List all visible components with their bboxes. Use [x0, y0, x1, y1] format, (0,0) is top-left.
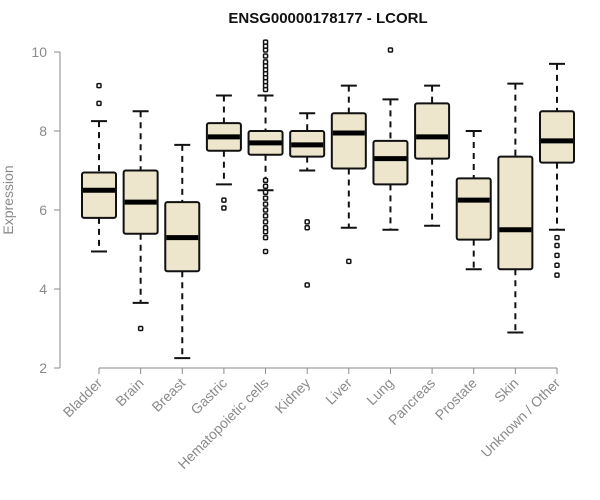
outlier-point [262, 183, 269, 190]
category-label: Brain [112, 375, 146, 409]
box-lung [372, 47, 409, 231]
iqr-box [81, 171, 117, 219]
outlier-point [221, 205, 227, 211]
y-tick-label: 10 [31, 44, 47, 60]
category-label: Lung [363, 375, 396, 408]
outlier-point [221, 197, 227, 203]
box-liver [330, 84, 367, 265]
box-gastric [205, 94, 242, 211]
iqr-box [497, 155, 534, 271]
box-skin [497, 82, 534, 334]
y-tick-label: 8 [39, 123, 47, 139]
y-tick-label: 6 [39, 202, 47, 218]
category-label: Liver [322, 375, 355, 408]
outlier-point [137, 325, 144, 332]
iqr-box [330, 112, 367, 170]
box-unknown-other [539, 62, 575, 278]
outlier-point [554, 262, 560, 269]
outlier-point [304, 219, 310, 225]
x-ticks [98, 368, 558, 374]
category-label: Prostate [432, 375, 480, 423]
y-axis-label: Expression [0, 165, 16, 234]
box-breast [164, 143, 201, 360]
y-ticks: 2 4 6 8 10 [31, 44, 60, 376]
category-label: Unknown / Other [478, 375, 564, 461]
outlier-point [387, 47, 394, 53]
outlier-point [262, 189, 269, 195]
outlier-point [96, 100, 102, 107]
box-bladder [81, 82, 117, 253]
chart-title: ENSG00000178177 - LCORL [228, 10, 427, 27]
iqr-box [372, 139, 409, 186]
category-label: Breast [148, 375, 188, 415]
iqr-box [414, 102, 451, 160]
y-tick-label: 2 [39, 360, 47, 376]
category-label: Kidney [272, 375, 314, 417]
box-brain [122, 110, 159, 332]
outlier-point [262, 213, 269, 219]
outlier-point [262, 225, 269, 231]
outlier-point [304, 225, 310, 231]
outlier-point [304, 282, 310, 288]
y-tick-label: 4 [39, 281, 47, 297]
outlier-point [262, 177, 269, 184]
outlier-point [96, 82, 102, 89]
outlier-point [554, 272, 560, 278]
outlier-point [262, 39, 269, 45]
iqr-box [455, 177, 492, 241]
category-label: Bladder [60, 375, 106, 421]
box-series [81, 39, 575, 360]
box-hematopoietic-cells [247, 39, 284, 255]
category-label: Skin [491, 375, 522, 406]
outlier-point [554, 252, 560, 259]
outlier-point [262, 53, 269, 59]
outlier-point [262, 201, 269, 207]
outlier-point [262, 234, 269, 241]
outlier-point [346, 258, 352, 265]
box-prostate [455, 130, 492, 271]
outlier-point [262, 195, 269, 201]
iqr-box [539, 110, 575, 164]
box-pancreas [414, 84, 451, 227]
outlier-point [554, 242, 560, 249]
box-kidney [289, 112, 326, 288]
outlier-point [262, 59, 269, 65]
outlier-point [262, 219, 269, 225]
outlier-point [262, 248, 269, 255]
outlier-point [262, 207, 269, 213]
outlier-point [554, 234, 560, 241]
